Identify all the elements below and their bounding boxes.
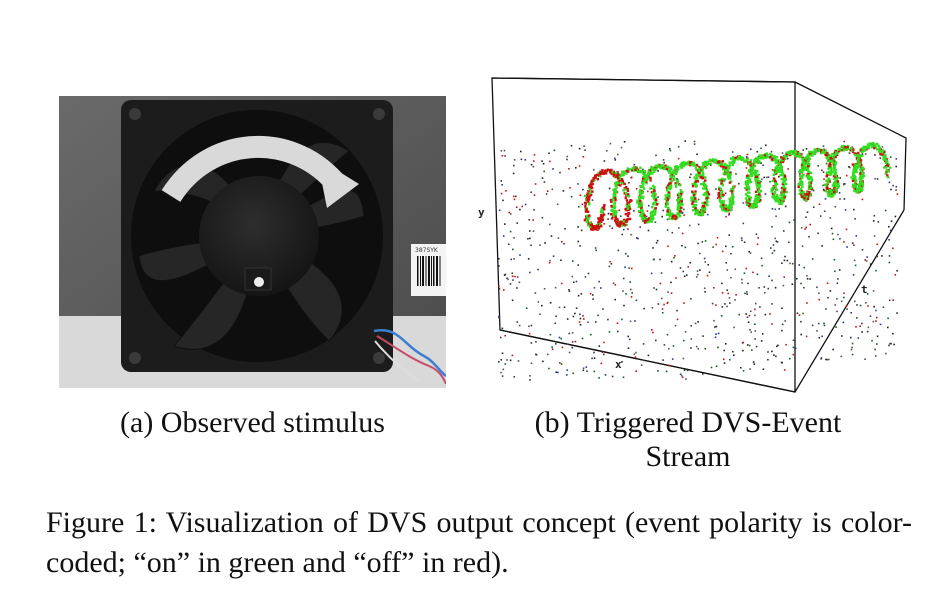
- fan-photo: 387SYK: [59, 96, 446, 388]
- subcaption-b: (b) Triggered DVS-Event Stream: [478, 406, 898, 474]
- axis-y-label: y: [478, 206, 485, 219]
- axis-t-label: t: [861, 283, 868, 296]
- figure-caption: Figure 1: Visualization of DVS output co…: [46, 506, 912, 579]
- subcaption-b-line2: Stream: [645, 440, 731, 473]
- axis-x-label: x: [615, 358, 622, 371]
- bounding-box: [491, 77, 907, 393]
- fan-hub: [199, 176, 319, 296]
- sticker-text: 387SYK: [415, 247, 439, 254]
- event-noise: [498, 140, 899, 381]
- rotation-arrow-icon: [161, 135, 359, 208]
- subcaption-b-line1: (b) Triggered DVS-Event: [534, 406, 842, 439]
- event-helix: [583, 141, 892, 231]
- dvs-event-plot: y x t: [478, 77, 907, 393]
- barcode: [417, 256, 441, 286]
- subcaption-a: (a) Observed stimulus: [120, 406, 385, 439]
